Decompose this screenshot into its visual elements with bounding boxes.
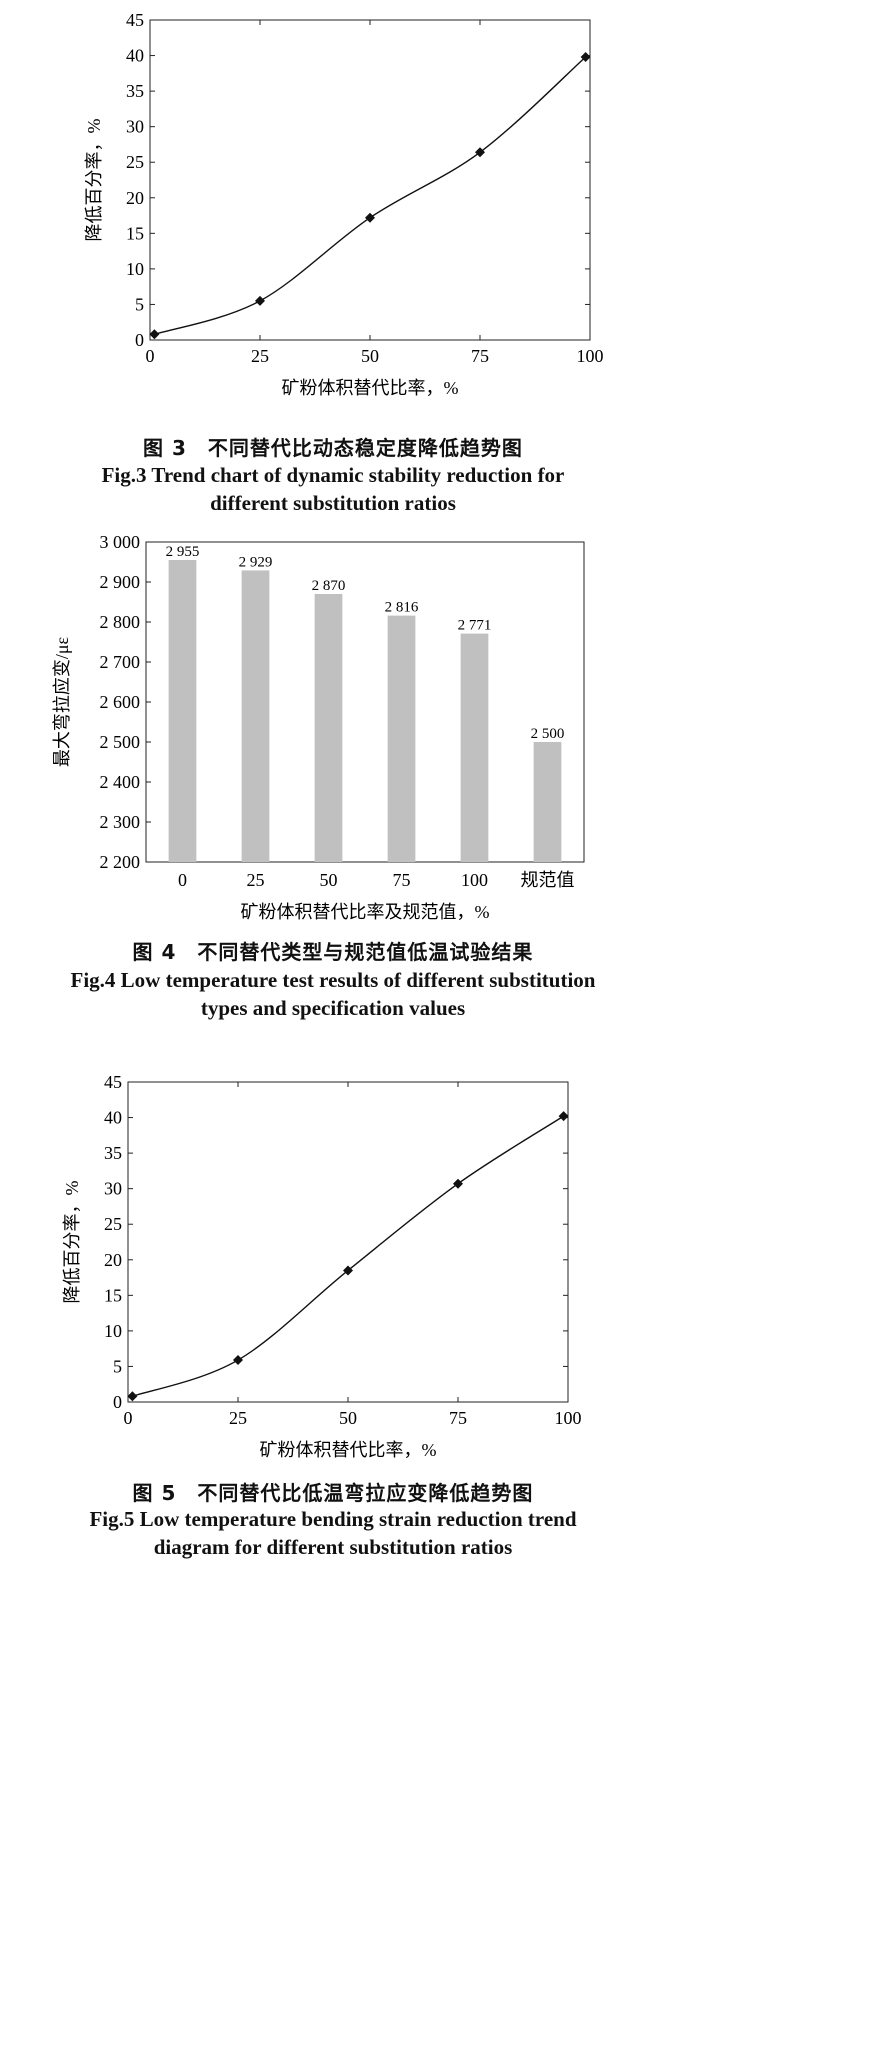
x-tick-label: 50	[320, 870, 338, 890]
y-tick-label: 15	[104, 1285, 122, 1305]
x-tick-label: 0	[146, 346, 155, 366]
series-line	[154, 56, 587, 335]
data-point-marker	[558, 1111, 569, 1122]
y-tick-label: 25	[126, 152, 144, 172]
data-point-marker	[149, 329, 160, 340]
data-point-marker	[343, 1265, 353, 1276]
data-point-marker	[127, 1391, 138, 1402]
x-axis-label: 矿粉体积替代比率，%	[282, 378, 459, 398]
y-tick-label: 2 400	[100, 772, 141, 792]
y-axis-label: 降低百分率，%	[62, 1181, 82, 1304]
x-axis-label: 矿粉体积替代比率及规范值，%	[241, 902, 490, 922]
figure-5-caption-en-line2: diagram for different substitution ratio…	[153, 1535, 513, 1559]
y-tick-label: 2 800	[100, 612, 141, 632]
y-tick-label: 45	[104, 1072, 122, 1092]
y-tick-label: 40	[126, 46, 144, 66]
bar	[460, 633, 489, 862]
bar	[168, 560, 197, 862]
x-tick-label: 75	[393, 870, 411, 890]
y-tick-label: 30	[104, 1179, 122, 1199]
y-tick-label: 5	[135, 294, 144, 314]
data-point-marker	[255, 295, 265, 306]
x-tick-label: 100	[555, 1408, 582, 1428]
x-tick-label: 0	[178, 870, 187, 890]
figure-5: 0 5 10 15 20 25 30 35 40 45 0 25 50 75 100 矿粉体积替代比率，% 降低…	[0, 1060, 666, 1480]
series-line	[132, 1115, 564, 1397]
y-axis-label: 最大弯拉应变/με	[52, 636, 72, 767]
x-tick-label: 50	[361, 346, 379, 366]
y-tick-label: 2 600	[100, 692, 141, 712]
y-tick-label: 35	[104, 1143, 122, 1163]
x-tick-label: 75	[449, 1408, 467, 1428]
figure-4: 2 200 2 300 2 400 2 500 2 600 2 700 2 800 2 900…	[0, 524, 666, 934]
y-tick-label: 0	[135, 330, 144, 350]
figure-4-caption-en-line2: types and specification values	[200, 996, 466, 1020]
y-tick-label: 10	[104, 1321, 122, 1341]
y-tick-label: 2 500	[100, 732, 141, 752]
x-tick-label: 0	[124, 1408, 133, 1428]
y-tick-label: 20	[126, 188, 144, 208]
bar-value-label: 2 955	[166, 544, 200, 560]
figure-4-caption-en-line1: Fig.4 Low temperature test results of di…	[70, 968, 596, 992]
x-tick-label: 100	[577, 346, 604, 366]
y-tick-label: 5	[113, 1356, 122, 1376]
y-tick-label: 35	[126, 81, 144, 101]
y-tick-label: 20	[104, 1250, 122, 1270]
y-tick-label: 30	[126, 117, 144, 137]
figure-3-caption-en-line2: different substitution ratios	[210, 491, 456, 515]
y-tick-label: 45	[126, 10, 144, 30]
data-point-marker	[475, 147, 485, 158]
x-tick-label: 25	[251, 346, 269, 366]
bar	[387, 615, 416, 862]
data-point-marker	[365, 212, 375, 223]
x-tick-label: 75	[471, 346, 489, 366]
bar	[314, 594, 343, 862]
bar	[241, 570, 270, 862]
figure-5-caption-en-line1: Fig.5 Low temperature bending strain red…	[89, 1507, 577, 1531]
figure-3-caption-en-line1: Fig.3 Trend chart of dynamic stability r…	[101, 463, 565, 487]
figure-3-caption-cn: 图 3 不同替代比动态稳定度降低趋势图	[143, 436, 523, 460]
y-tick-label: 15	[126, 223, 144, 243]
x-tick-label: 50	[339, 1408, 357, 1428]
bar-value-label: 2 771	[458, 618, 492, 634]
figure-5-caption-cn: 图 5 不同替代比低温弯拉应变降低趋势图	[132, 1481, 534, 1505]
y-tick-label: 10	[126, 259, 144, 279]
y-tick-label: 3 000	[100, 532, 141, 552]
y-tick-label: 40	[104, 1108, 122, 1128]
y-tick-label: 2 300	[100, 812, 141, 832]
y-tick-label: 0	[113, 1392, 122, 1412]
figure-4-caption-cn: 图 4 不同替代类型与规范值低温试验结果	[132, 940, 534, 964]
y-tick-label: 25	[104, 1214, 122, 1234]
x-tick-label: 25	[229, 1408, 247, 1428]
data-point-marker	[453, 1178, 463, 1189]
data-point-marker	[580, 51, 591, 62]
y-tick-label: 2 700	[100, 652, 141, 672]
bar	[533, 742, 562, 862]
y-axis-label: 降低百分率，%	[84, 119, 104, 242]
bar-value-label: 2 500	[531, 726, 565, 742]
y-tick-label: 2 900	[100, 572, 141, 592]
bar-value-label: 2 929	[239, 554, 273, 570]
bar-value-label: 2 870	[312, 578, 346, 594]
plot-frame	[127, 1081, 569, 1403]
x-tick-label: 规范值	[521, 870, 575, 890]
plot-frame	[145, 541, 585, 863]
y-tick-label: 2 200	[100, 852, 141, 872]
x-tick-label: 100	[461, 870, 488, 890]
figure-3: 0 5 10 15 20 25 30 35 40 45 0 25 50 75 100 矿粉体积替代比率，% 降低…	[0, 0, 666, 430]
plot-frame	[149, 19, 591, 341]
chart-figure-3: 0 5 10 15 20 25 30 35 40 45 0 25 50 75 100 矿粉体积替代比率，% 降低…	[84, 10, 604, 398]
bar-value-label: 2 816	[385, 600, 419, 616]
chart-figure-5: 0 5 10 15 20 25 30 35 40 45 0 25 50 75 100 矿粉体积替代比率，% 降低…	[62, 1072, 582, 1460]
chart-figure-4: 2 200 2 300 2 400 2 500 2 600 2 700 2 800 2 900…	[52, 532, 585, 922]
data-point-marker	[233, 1355, 243, 1366]
x-tick-label: 25	[247, 870, 265, 890]
x-axis-label: 矿粉体积替代比率，%	[260, 1440, 437, 1460]
